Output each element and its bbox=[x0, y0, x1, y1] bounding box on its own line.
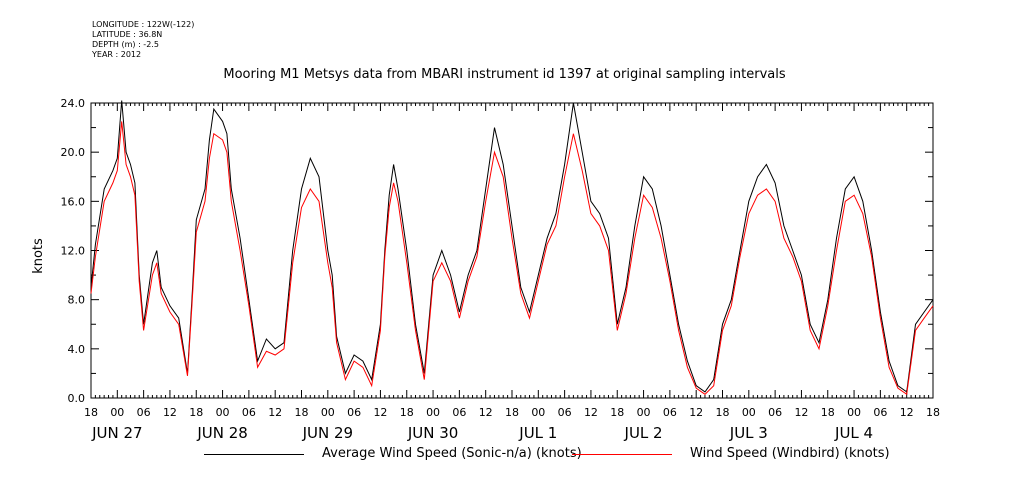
x-hour-label: 18 bbox=[295, 406, 309, 419]
legend-swatch-windbird bbox=[572, 454, 672, 455]
chart-series bbox=[90, 100, 934, 396]
x-day-label: JUL 3 bbox=[729, 424, 768, 442]
x-hour-label: 12 bbox=[794, 406, 808, 419]
x-hour-label: 06 bbox=[242, 406, 256, 419]
y-tick-label: 0.0 bbox=[68, 392, 86, 405]
x-hour-label: 12 bbox=[584, 406, 598, 419]
legend-label-sonic: Average Wind Speed (Sonic-n/a) (knots) bbox=[322, 446, 582, 461]
x-day-label: JUL 4 bbox=[834, 424, 873, 442]
x-day-label: JUN 29 bbox=[302, 424, 353, 442]
chart-title: Mooring M1 Metsys data from MBARI instru… bbox=[223, 67, 786, 82]
x-hour-label: 00 bbox=[426, 406, 440, 419]
y-tick-label: 20.0 bbox=[61, 146, 86, 159]
x-hour-label: 00 bbox=[742, 406, 756, 419]
x-day-label: JUN 27 bbox=[91, 424, 142, 442]
x-day-label: JUN 28 bbox=[196, 424, 247, 442]
year-label: YEAR : 2012 bbox=[92, 50, 142, 59]
x-hour-label: 18 bbox=[505, 406, 519, 419]
x-hour-label: 18 bbox=[610, 406, 624, 419]
x-hour-label: 00 bbox=[637, 406, 651, 419]
x-hour-label: 12 bbox=[900, 406, 914, 419]
x-hour-label: 00 bbox=[847, 406, 861, 419]
legend-label-windbird: Wind Speed (Windbird) (knots) bbox=[690, 446, 890, 461]
x-hour-label: 06 bbox=[347, 406, 361, 419]
x-hour-label: 12 bbox=[163, 406, 177, 419]
x-hour-label: 00 bbox=[216, 406, 230, 419]
legend-swatch-sonic bbox=[204, 454, 304, 455]
depth-label: DEPTH (m) : -2.5 bbox=[92, 40, 159, 49]
x-hour-label: 00 bbox=[321, 406, 335, 419]
chart-legend: Average Wind Speed (Sonic-n/a) (knots) W… bbox=[0, 446, 1009, 466]
x-hour-label: 18 bbox=[189, 406, 203, 419]
x-day-label: JUL 1 bbox=[518, 424, 557, 442]
x-hour-label: 18 bbox=[926, 406, 940, 419]
x-hour-label: 12 bbox=[373, 406, 387, 419]
x-hour-label: 18 bbox=[716, 406, 730, 419]
x-day-label: JUL 2 bbox=[624, 424, 663, 442]
x-hour-label: 18 bbox=[821, 406, 835, 419]
x-hour-label: 12 bbox=[689, 406, 703, 419]
x-hour-label: 06 bbox=[558, 406, 572, 419]
x-hour-label: 06 bbox=[137, 406, 151, 419]
mooring-metadata: LONGITUDE : 122W(-122) LATITUDE : 36.8N … bbox=[92, 20, 194, 60]
plot-frame bbox=[90, 102, 934, 399]
x-hour-label: 00 bbox=[110, 406, 124, 419]
x-hour-label: 18 bbox=[84, 406, 98, 419]
x-hour-label: 06 bbox=[663, 406, 677, 419]
series-line-sonic bbox=[90, 100, 934, 393]
x-hour-label: 12 bbox=[268, 406, 282, 419]
x-hour-label: 06 bbox=[768, 406, 782, 419]
x-hour-label: 18 bbox=[400, 406, 414, 419]
x-hour-label: 06 bbox=[452, 406, 466, 419]
x-hour-label: 00 bbox=[531, 406, 545, 419]
y-tick-label: 24.0 bbox=[61, 97, 86, 110]
longitude-label: LONGITUDE : 122W(-122) bbox=[92, 20, 195, 29]
x-day-label: JUN 30 bbox=[407, 424, 458, 442]
y-tick-label: 12.0 bbox=[61, 245, 86, 258]
x-hour-label: 12 bbox=[479, 406, 493, 419]
chart-axes: 0.0 4.0 8.0 12.0 16.0 20.0 24.0 18 00 06 12 18 00 06 1… bbox=[61, 97, 941, 442]
series-line-windbird bbox=[90, 121, 934, 396]
y-tick-label: 16.0 bbox=[61, 195, 86, 208]
latitude-label: LATITUDE : 36.8N bbox=[92, 30, 163, 39]
y-axis-label: knots bbox=[31, 238, 46, 274]
x-hour-label: 06 bbox=[873, 406, 887, 419]
y-tick-label: 4.0 bbox=[68, 343, 86, 356]
y-tick-label: 8.0 bbox=[68, 294, 86, 307]
